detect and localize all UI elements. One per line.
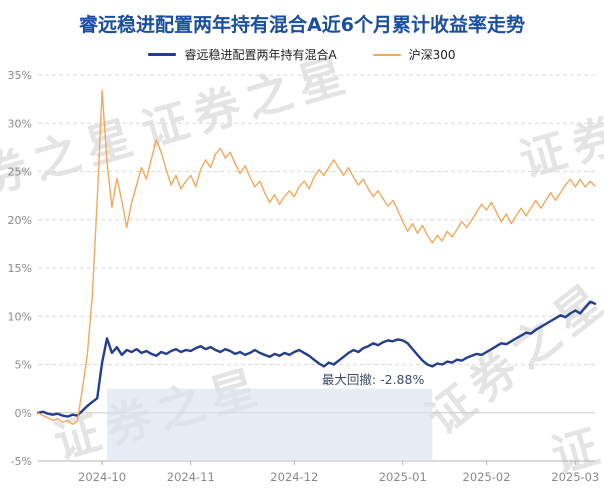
y-axis-tick-label: 5% bbox=[15, 359, 32, 372]
fund-line-swatch bbox=[148, 52, 177, 57]
chart-legend: 睿远稳进配置两年持有混合A 沪深300 bbox=[0, 46, 604, 63]
y-axis-tick-label: 30% bbox=[8, 117, 32, 130]
x-axis-tick-label: 2025-03 bbox=[551, 470, 599, 484]
y-axis-tick-label: 20% bbox=[8, 214, 32, 227]
chart-title: 睿远稳进配置两年持有混合A近6个月累计收益率走势 bbox=[79, 14, 525, 36]
legend-label-index: 沪深300 bbox=[408, 48, 456, 62]
y-axis-tick-label: 25% bbox=[8, 166, 32, 179]
y-axis-tick-label: 15% bbox=[8, 262, 32, 275]
x-axis-tick-label: 2024-10 bbox=[78, 470, 126, 484]
y-axis-tick-label: 0% bbox=[15, 407, 32, 420]
x-axis-tick-label: 2025-02 bbox=[463, 470, 511, 484]
legend-label-fund: 睿远稳进配置两年持有混合A bbox=[184, 48, 337, 62]
legend-item-index: 沪深300 bbox=[372, 46, 456, 63]
max-drawdown-annotation: 最大回撤: -2.88% bbox=[321, 371, 425, 387]
x-axis-tick-label: 2025-01 bbox=[379, 470, 427, 484]
y-axis-tick-label: -5% bbox=[11, 455, 32, 468]
y-axis-tick-label: 35% bbox=[8, 69, 32, 82]
y-axis-tick-label: 10% bbox=[8, 310, 32, 323]
index-line-swatch bbox=[372, 53, 401, 56]
max-drawdown-region bbox=[107, 388, 433, 461]
legend-item-fund: 睿远稳进配置两年持有混合A bbox=[148, 46, 337, 63]
index-line bbox=[37, 89, 596, 425]
x-axis-tick-label: 2024-11 bbox=[167, 470, 215, 484]
fund-line bbox=[36, 300, 597, 418]
x-axis-tick-label: 2024-12 bbox=[270, 470, 318, 484]
